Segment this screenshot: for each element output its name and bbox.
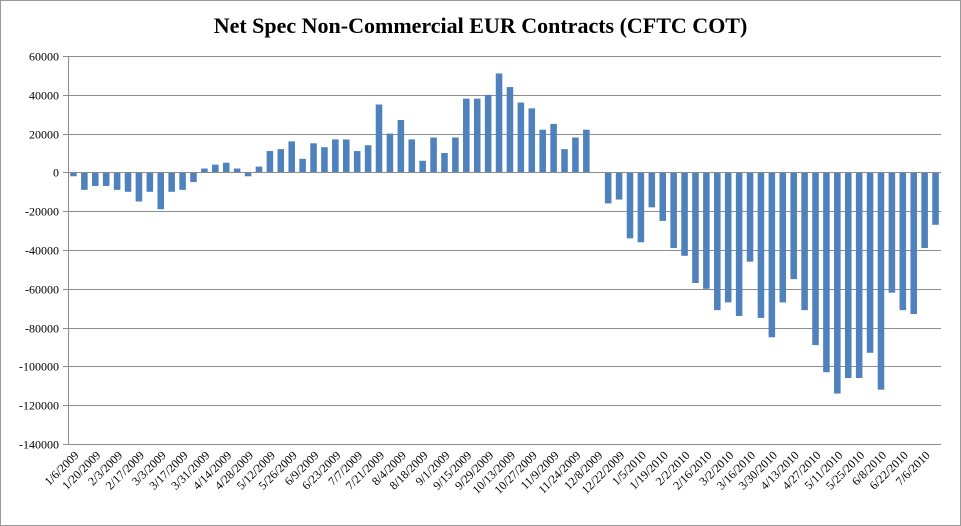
bar [921, 172, 928, 249]
bar [812, 172, 819, 346]
bar [179, 172, 186, 190]
bar [517, 102, 525, 173]
y-tick-label: -80000 [25, 322, 59, 336]
bar [790, 172, 797, 280]
y-tick-label: -60000 [25, 283, 59, 297]
gridlines [68, 56, 941, 445]
bar [855, 172, 863, 379]
bar [615, 172, 623, 200]
bar [321, 147, 328, 173]
y-tick-label: -100000 [19, 360, 59, 374]
bar [757, 172, 765, 318]
bar [343, 139, 350, 173]
bar [877, 172, 885, 390]
bar [735, 172, 743, 316]
bar [168, 172, 175, 192]
bar [233, 168, 241, 173]
bar [288, 141, 295, 173]
bar [364, 145, 372, 173]
bar [659, 172, 667, 221]
bar [113, 172, 121, 190]
bar [201, 168, 208, 173]
bar [637, 172, 645, 243]
y-tick-label: 20000 [29, 128, 59, 142]
y-tick-label: 0 [53, 166, 59, 180]
bar [823, 172, 830, 373]
bar [604, 172, 612, 204]
bar [724, 172, 732, 303]
bar [746, 172, 754, 262]
bar [572, 137, 579, 173]
bar [70, 172, 77, 177]
bar [779, 172, 787, 303]
bar [495, 73, 503, 173]
chart-title: Net Spec Non-Commercial EUR Contracts (C… [213, 13, 748, 38]
bar [703, 172, 710, 289]
bar [190, 172, 197, 183]
bar [888, 172, 896, 293]
bar [670, 172, 677, 249]
bar [386, 133, 394, 173]
bars [70, 73, 939, 394]
axes [63, 56, 941, 445]
bar [81, 172, 88, 190]
bar [506, 87, 514, 173]
bar [244, 172, 252, 177]
y-tick-labels: 60000 40000 20000 0 -20000 -40000 -60000 -80000… [19, 50, 59, 452]
bar [397, 120, 405, 173]
y-tick-label: 60000 [29, 50, 59, 64]
bar [222, 162, 230, 173]
bar [550, 123, 557, 173]
bar [310, 143, 317, 173]
bar [528, 108, 536, 173]
bar [844, 172, 852, 379]
bar [452, 137, 459, 173]
bar [473, 98, 481, 173]
bar [212, 164, 219, 173]
bar [430, 137, 437, 173]
bar [463, 98, 470, 173]
bar [539, 129, 546, 173]
x-tick-labels: 1/6/20091/20/20092/3/20092/17/20093/3/20… [42, 448, 933, 497]
bar [899, 172, 907, 311]
bar [102, 172, 110, 186]
y-tick-label: -20000 [25, 205, 59, 219]
bar [157, 172, 165, 210]
bar [561, 149, 568, 173]
y-tick-label: 40000 [29, 89, 59, 103]
bar [332, 139, 339, 173]
bar [866, 172, 874, 353]
bar [277, 149, 285, 173]
bar [681, 172, 688, 256]
bar [124, 172, 132, 192]
bar [255, 166, 263, 173]
bar [299, 158, 306, 173]
bar [583, 129, 590, 173]
bar [910, 172, 917, 315]
y-tick-label: -140000 [19, 438, 59, 452]
y-tick-label: -40000 [25, 244, 59, 258]
bar [441, 153, 448, 173]
bar [146, 172, 154, 192]
bar [266, 151, 274, 173]
bar [626, 172, 634, 239]
bar [375, 104, 383, 173]
bar [714, 172, 721, 311]
bar [648, 172, 656, 208]
bar [768, 172, 776, 338]
bar [419, 160, 426, 173]
bar [353, 151, 361, 173]
bar [692, 172, 699, 283]
bar [484, 94, 492, 173]
bar [135, 172, 143, 202]
bar [801, 172, 808, 311]
bar [408, 139, 416, 173]
y-tick-label: -120000 [19, 399, 59, 413]
bar [932, 172, 939, 225]
bar [92, 172, 99, 186]
bar [834, 172, 841, 394]
